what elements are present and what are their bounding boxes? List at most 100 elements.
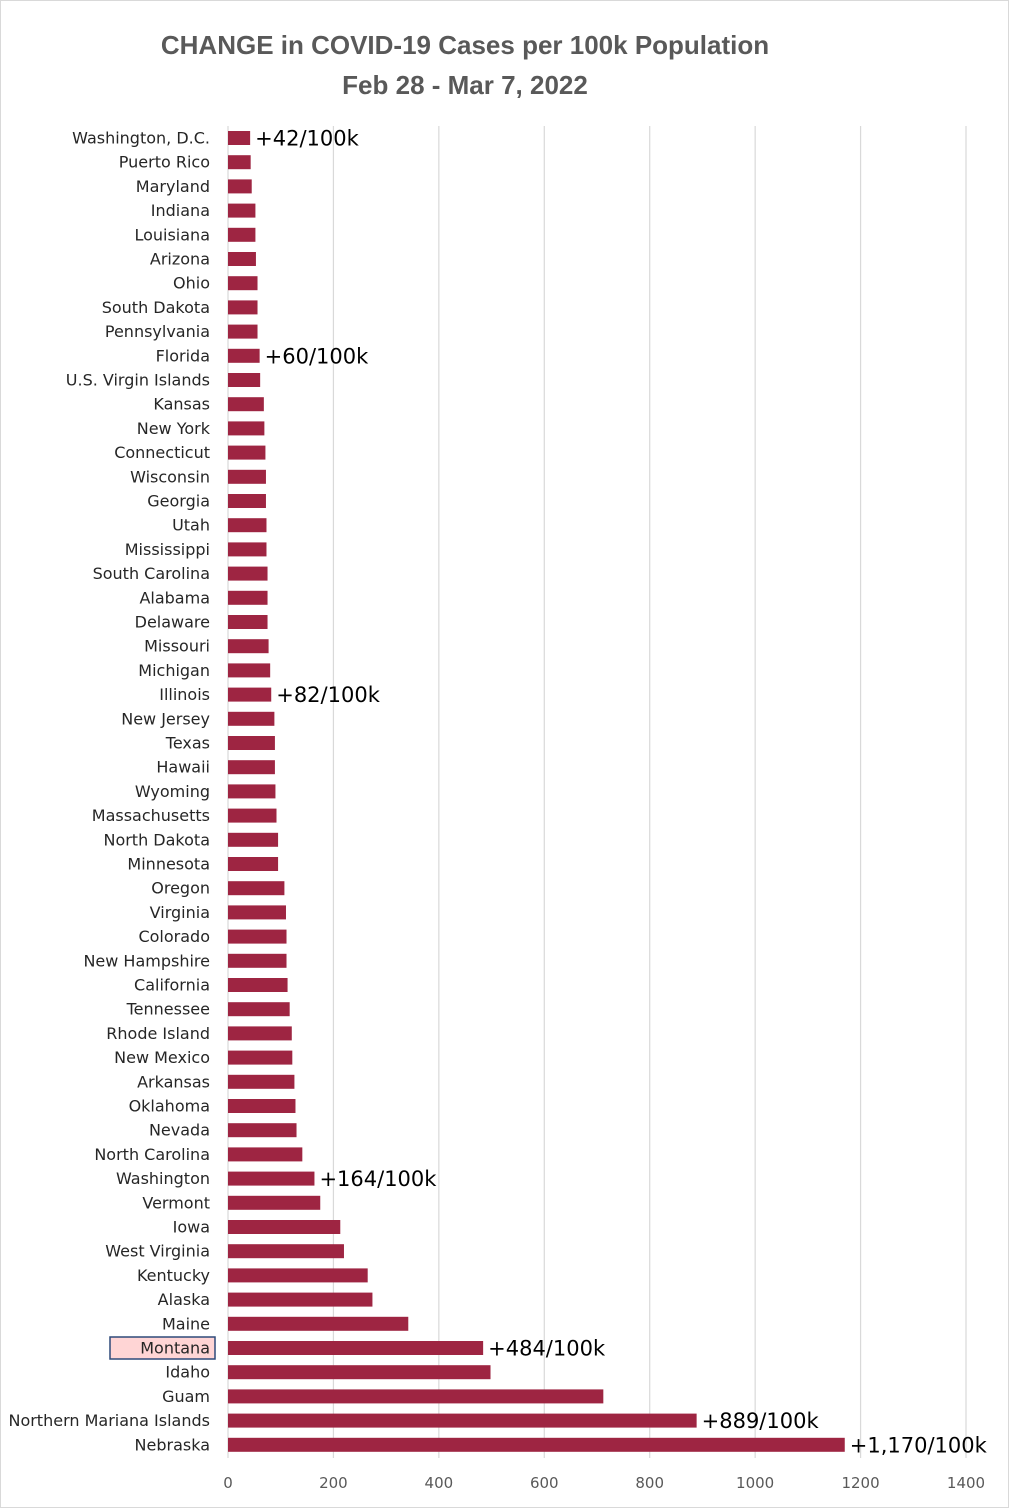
data-label-washington: +164/100k <box>319 1167 437 1191</box>
x-tick-label-1400: 1400 <box>947 1474 985 1492</box>
category-label-north-carolina: North Carolina <box>94 1145 210 1164</box>
bar-northern-mariana-islands <box>228 1413 697 1428</box>
bar-texas <box>228 736 275 750</box>
category-label-alabama: Alabama <box>139 588 210 607</box>
bar-utah <box>228 518 267 533</box>
category-label-montana: Montana <box>140 1339 210 1358</box>
bar-washington <box>228 1171 315 1186</box>
category-label-nebraska: Nebraska <box>135 1435 210 1454</box>
bar-maryland <box>228 179 252 194</box>
category-label-virginia: Virginia <box>150 903 210 922</box>
category-label-colorado: Colorado <box>138 927 210 946</box>
bar-mississippi <box>228 542 267 557</box>
category-label-guam: Guam <box>162 1387 210 1406</box>
bar-tennessee <box>228 1002 290 1017</box>
x-tick-label-800: 800 <box>635 1474 664 1492</box>
category-label-california: California <box>134 976 210 995</box>
bar-washington-d-c <box>228 131 251 145</box>
data-label-illinois: +82/100k <box>276 683 380 707</box>
x-tick-label-600: 600 <box>530 1474 559 1492</box>
bar-alabama <box>228 590 268 605</box>
data-label-florida: +60/100k <box>265 344 369 368</box>
category-label-missouri: Missouri <box>144 637 210 656</box>
x-tick-label-400: 400 <box>425 1474 454 1492</box>
category-label-michigan: Michigan <box>138 661 210 680</box>
bar-minnesota <box>228 857 279 871</box>
data-labels: +42/100k +60/100k +82/100k +164/100k +484/10… <box>255 127 987 1458</box>
bar-south-dakota <box>228 300 258 315</box>
category-label-nevada: Nevada <box>149 1121 210 1140</box>
bar-nebraska <box>228 1437 845 1452</box>
x-tick-label-1200: 1200 <box>841 1474 879 1492</box>
category-label-florida: Florida <box>156 346 210 365</box>
data-label-montana: +484/100k <box>488 1337 606 1361</box>
chart-title: CHANGE in COVID-19 Cases per 100k Popula… <box>160 30 770 60</box>
bar-connecticut <box>228 445 266 460</box>
bar-missouri <box>228 639 269 654</box>
bar-oregon <box>228 881 285 896</box>
category-label-idaho: Idaho <box>165 1363 210 1382</box>
category-label-kansas: Kansas <box>153 395 210 414</box>
category-label-northern-mariana-islands: Northern Mariana Islands <box>8 1411 210 1430</box>
category-label-tennessee: Tennessee <box>126 1000 210 1019</box>
x-axis-tick-labels: 0 200 400 600 800 1000 1200 1400 <box>223 1474 985 1492</box>
gridlines <box>227 126 967 1458</box>
bar-alaska <box>228 1292 373 1307</box>
category-label-louisiana: Louisiana <box>134 225 210 244</box>
category-label-massachusetts: Massachusetts <box>92 806 210 825</box>
bar-arkansas <box>228 1074 295 1089</box>
category-label-utah: Utah <box>172 516 210 535</box>
bar-hawaii <box>228 760 275 775</box>
bar-vermont <box>228 1195 321 1210</box>
chart-subtitle: Feb 28 - Mar 7, 2022 <box>342 70 588 100</box>
bar-oklahoma <box>228 1099 296 1113</box>
category-label-wisconsin: Wisconsin <box>130 467 210 486</box>
bar-new-jersey <box>228 711 275 726</box>
category-label-oklahoma: Oklahoma <box>129 1097 210 1116</box>
bar-new-hampshire <box>228 953 287 968</box>
bar-south-carolina <box>228 566 268 581</box>
category-labels: Washington, D.C. Puerto Rico Maryland India… <box>8 129 210 1455</box>
bar-new-mexico <box>228 1050 293 1065</box>
bar-kansas <box>228 397 264 412</box>
category-label-new-hampshire: New Hampshire <box>83 951 210 970</box>
bar-kentucky <box>228 1268 368 1283</box>
category-label-south-carolina: South Carolina <box>93 564 210 583</box>
bar-montana <box>228 1341 484 1355</box>
category-label-washington: Washington <box>116 1169 210 1188</box>
category-label-rhode-island: Rhode Island <box>106 1024 210 1043</box>
category-label-arkansas: Arkansas <box>137 1072 210 1091</box>
bar-illinois <box>228 687 272 702</box>
category-label-iowa: Iowa <box>173 1218 210 1237</box>
bar-indiana <box>228 203 256 218</box>
data-label-nebraska: +1,170/100k <box>850 1433 988 1457</box>
data-label-washington-d-c: +42/100k <box>255 127 359 151</box>
category-label-new-mexico: New Mexico <box>114 1048 210 1067</box>
bar-pennsylvania <box>228 324 258 339</box>
bar-north-carolina <box>228 1147 303 1162</box>
category-label-maine: Maine <box>162 1314 210 1333</box>
category-label-washington-d-c: Washington, D.C. <box>72 129 210 148</box>
bar-colorado <box>228 929 287 944</box>
category-label-kentucky: Kentucky <box>137 1266 210 1285</box>
bar-louisiana <box>228 227 256 242</box>
bar-wyoming <box>228 784 276 799</box>
category-label-alaska: Alaska <box>158 1290 210 1309</box>
bar-puerto-rico <box>228 155 251 170</box>
category-label-arizona: Arizona <box>150 250 210 269</box>
category-label-texas: Texas <box>165 734 210 753</box>
category-label-mississippi: Mississippi <box>125 540 210 559</box>
category-label-puerto-rico: Puerto Rico <box>119 153 210 172</box>
category-label-indiana: Indiana <box>151 201 210 220</box>
bar-michigan <box>228 663 271 678</box>
category-label-maryland: Maryland <box>136 177 210 196</box>
bars <box>228 131 845 1452</box>
bar-maine <box>228 1316 409 1331</box>
category-highlight <box>109 1336 216 1360</box>
category-label-north-dakota: North Dakota <box>103 830 210 849</box>
category-label-hawaii: Hawaii <box>156 758 210 777</box>
bar-nevada <box>228 1123 297 1138</box>
category-label-wyoming: Wyoming <box>135 782 210 801</box>
